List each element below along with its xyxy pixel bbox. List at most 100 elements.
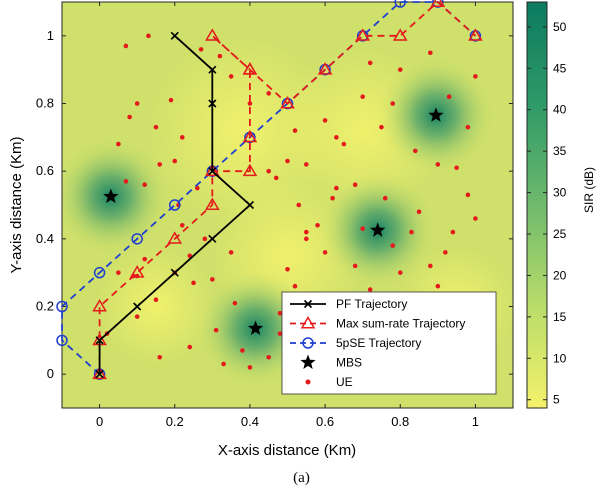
max-sum-rate-trajectory-marker bbox=[92, 366, 107, 380]
x-axis-ticks: 0 0.2 0.4 0.6 0.8 1 bbox=[96, 2, 479, 429]
ue-point bbox=[146, 33, 151, 39]
colorbar-tick-label: 40 bbox=[553, 103, 567, 117]
ue-point bbox=[352, 182, 358, 187]
legend-label: MBS bbox=[336, 356, 362, 370]
max-sum-rate-trajectory-marker bbox=[280, 96, 295, 109]
ue-point bbox=[172, 158, 178, 164]
pf-trajectory-marker bbox=[95, 336, 104, 345]
ue-point bbox=[450, 229, 456, 235]
mbs-star bbox=[247, 320, 264, 335]
pf-trajectory-marker bbox=[208, 234, 217, 243]
trajectories bbox=[56, 0, 483, 380]
mbs-star bbox=[428, 107, 444, 122]
legend-marker bbox=[303, 299, 313, 309]
pf-trajectory-line bbox=[98, 35, 252, 375]
ue-point bbox=[330, 195, 335, 201]
x-tick-label: 1 bbox=[472, 414, 479, 429]
ue-point bbox=[435, 162, 441, 167]
pf-trajectory-marker-stroke bbox=[208, 234, 217, 243]
ue-point bbox=[191, 280, 196, 286]
legend-label: PF Trajectory bbox=[336, 297, 407, 311]
ue-point bbox=[285, 266, 290, 272]
ue-point bbox=[296, 202, 302, 208]
high-sir-region bbox=[62, 138, 169, 255]
ue-point bbox=[213, 327, 219, 333]
y-axis-label: Y-axis distance (Km) bbox=[8, 137, 25, 274]
x-tick-label: 0.2 bbox=[166, 414, 184, 429]
ue-point bbox=[134, 101, 140, 106]
ue-point bbox=[360, 226, 365, 231]
colorbar-gradient bbox=[526, 1, 548, 409]
pf-trajectory-marker-stroke bbox=[95, 370, 104, 379]
x-tick-label: 0.8 bbox=[391, 414, 409, 429]
y-tick-label: 0.4 bbox=[36, 231, 54, 246]
pf-trajectory-marker bbox=[95, 370, 104, 379]
colorbar-tick-label: 30 bbox=[553, 186, 567, 200]
5pse-trajectory-marker bbox=[432, 0, 444, 8]
ue-point bbox=[367, 287, 373, 292]
mbs-markers bbox=[103, 107, 444, 335]
ue-point bbox=[367, 60, 373, 66]
ue-point bbox=[322, 250, 328, 255]
pf-trajectory-marker-stroke bbox=[170, 31, 179, 40]
pf-trajectory-marker-stroke bbox=[208, 99, 217, 108]
ue-point bbox=[334, 135, 339, 140]
y-tick-label: 0.8 bbox=[36, 96, 54, 111]
legend-label: Max sum-rate Trajectory bbox=[336, 317, 465, 331]
max-sum-rate-trajectory-marker bbox=[92, 299, 107, 312]
ue-point bbox=[390, 101, 396, 106]
ue-point bbox=[142, 256, 147, 262]
ue-point bbox=[123, 43, 129, 49]
ue-point bbox=[217, 53, 223, 59]
ue-point bbox=[228, 250, 234, 255]
max-sum-rate-trajectory-marker bbox=[167, 231, 183, 244]
ue-point bbox=[443, 250, 448, 255]
ue-point bbox=[202, 236, 208, 242]
ue-point bbox=[232, 300, 238, 306]
ue-point bbox=[428, 50, 433, 56]
pf-trajectory-marker bbox=[133, 302, 142, 311]
ue-point bbox=[285, 158, 290, 164]
ue-point bbox=[168, 97, 174, 103]
ue-point bbox=[397, 270, 403, 275]
ue-point bbox=[187, 344, 193, 350]
ue-point bbox=[360, 94, 365, 100]
5pse-trajectory-marker bbox=[394, 0, 406, 8]
ue-point bbox=[416, 209, 422, 215]
pf-trajectory-marker-stroke bbox=[95, 336, 104, 345]
plot-frame bbox=[61, 1, 514, 409]
ue-point bbox=[153, 124, 159, 130]
ue-point bbox=[187, 253, 193, 259]
y-tick-label: 1 bbox=[47, 28, 54, 43]
ue-point bbox=[446, 94, 452, 100]
max-sum-rate-trajectory-marker bbox=[242, 129, 258, 143]
max-sum-rate-trajectory-marker bbox=[430, 0, 446, 7]
ue-point bbox=[179, 223, 185, 228]
ue-point bbox=[273, 175, 279, 181]
max-sum-rate-trajectory-marker bbox=[205, 28, 220, 41]
colorbar-tick-label: 45 bbox=[553, 61, 567, 75]
legend-marker-stroke bbox=[303, 299, 313, 309]
legend: PF Trajectory Max sum-rate Trajectory 5pSE… bbox=[281, 291, 497, 395]
ue-point bbox=[127, 114, 132, 120]
ue-point bbox=[397, 67, 403, 72]
pf-trajectory-marker bbox=[208, 65, 217, 74]
ue-point bbox=[465, 124, 471, 130]
ue-point bbox=[116, 141, 121, 147]
max-sum-rate-trajectory-marker bbox=[205, 163, 220, 177]
ue-point bbox=[198, 47, 204, 52]
ue-point bbox=[292, 283, 298, 289]
ue-point bbox=[435, 283, 441, 289]
pf-trajectory-marker-stroke bbox=[170, 268, 179, 277]
ue-point bbox=[412, 148, 418, 154]
ue-point bbox=[134, 314, 140, 319]
ue-point bbox=[352, 263, 358, 269]
ue-point bbox=[465, 192, 471, 198]
max-sum-rate-trajectory-marker bbox=[242, 163, 258, 177]
ue-point bbox=[379, 124, 384, 130]
legend-marker bbox=[305, 379, 311, 385]
ue-point bbox=[247, 101, 253, 106]
y-axis-ticks: 0 0.2 0.4 0.6 0.8 1 bbox=[36, 28, 513, 381]
pf-trajectory-marker bbox=[170, 268, 179, 277]
